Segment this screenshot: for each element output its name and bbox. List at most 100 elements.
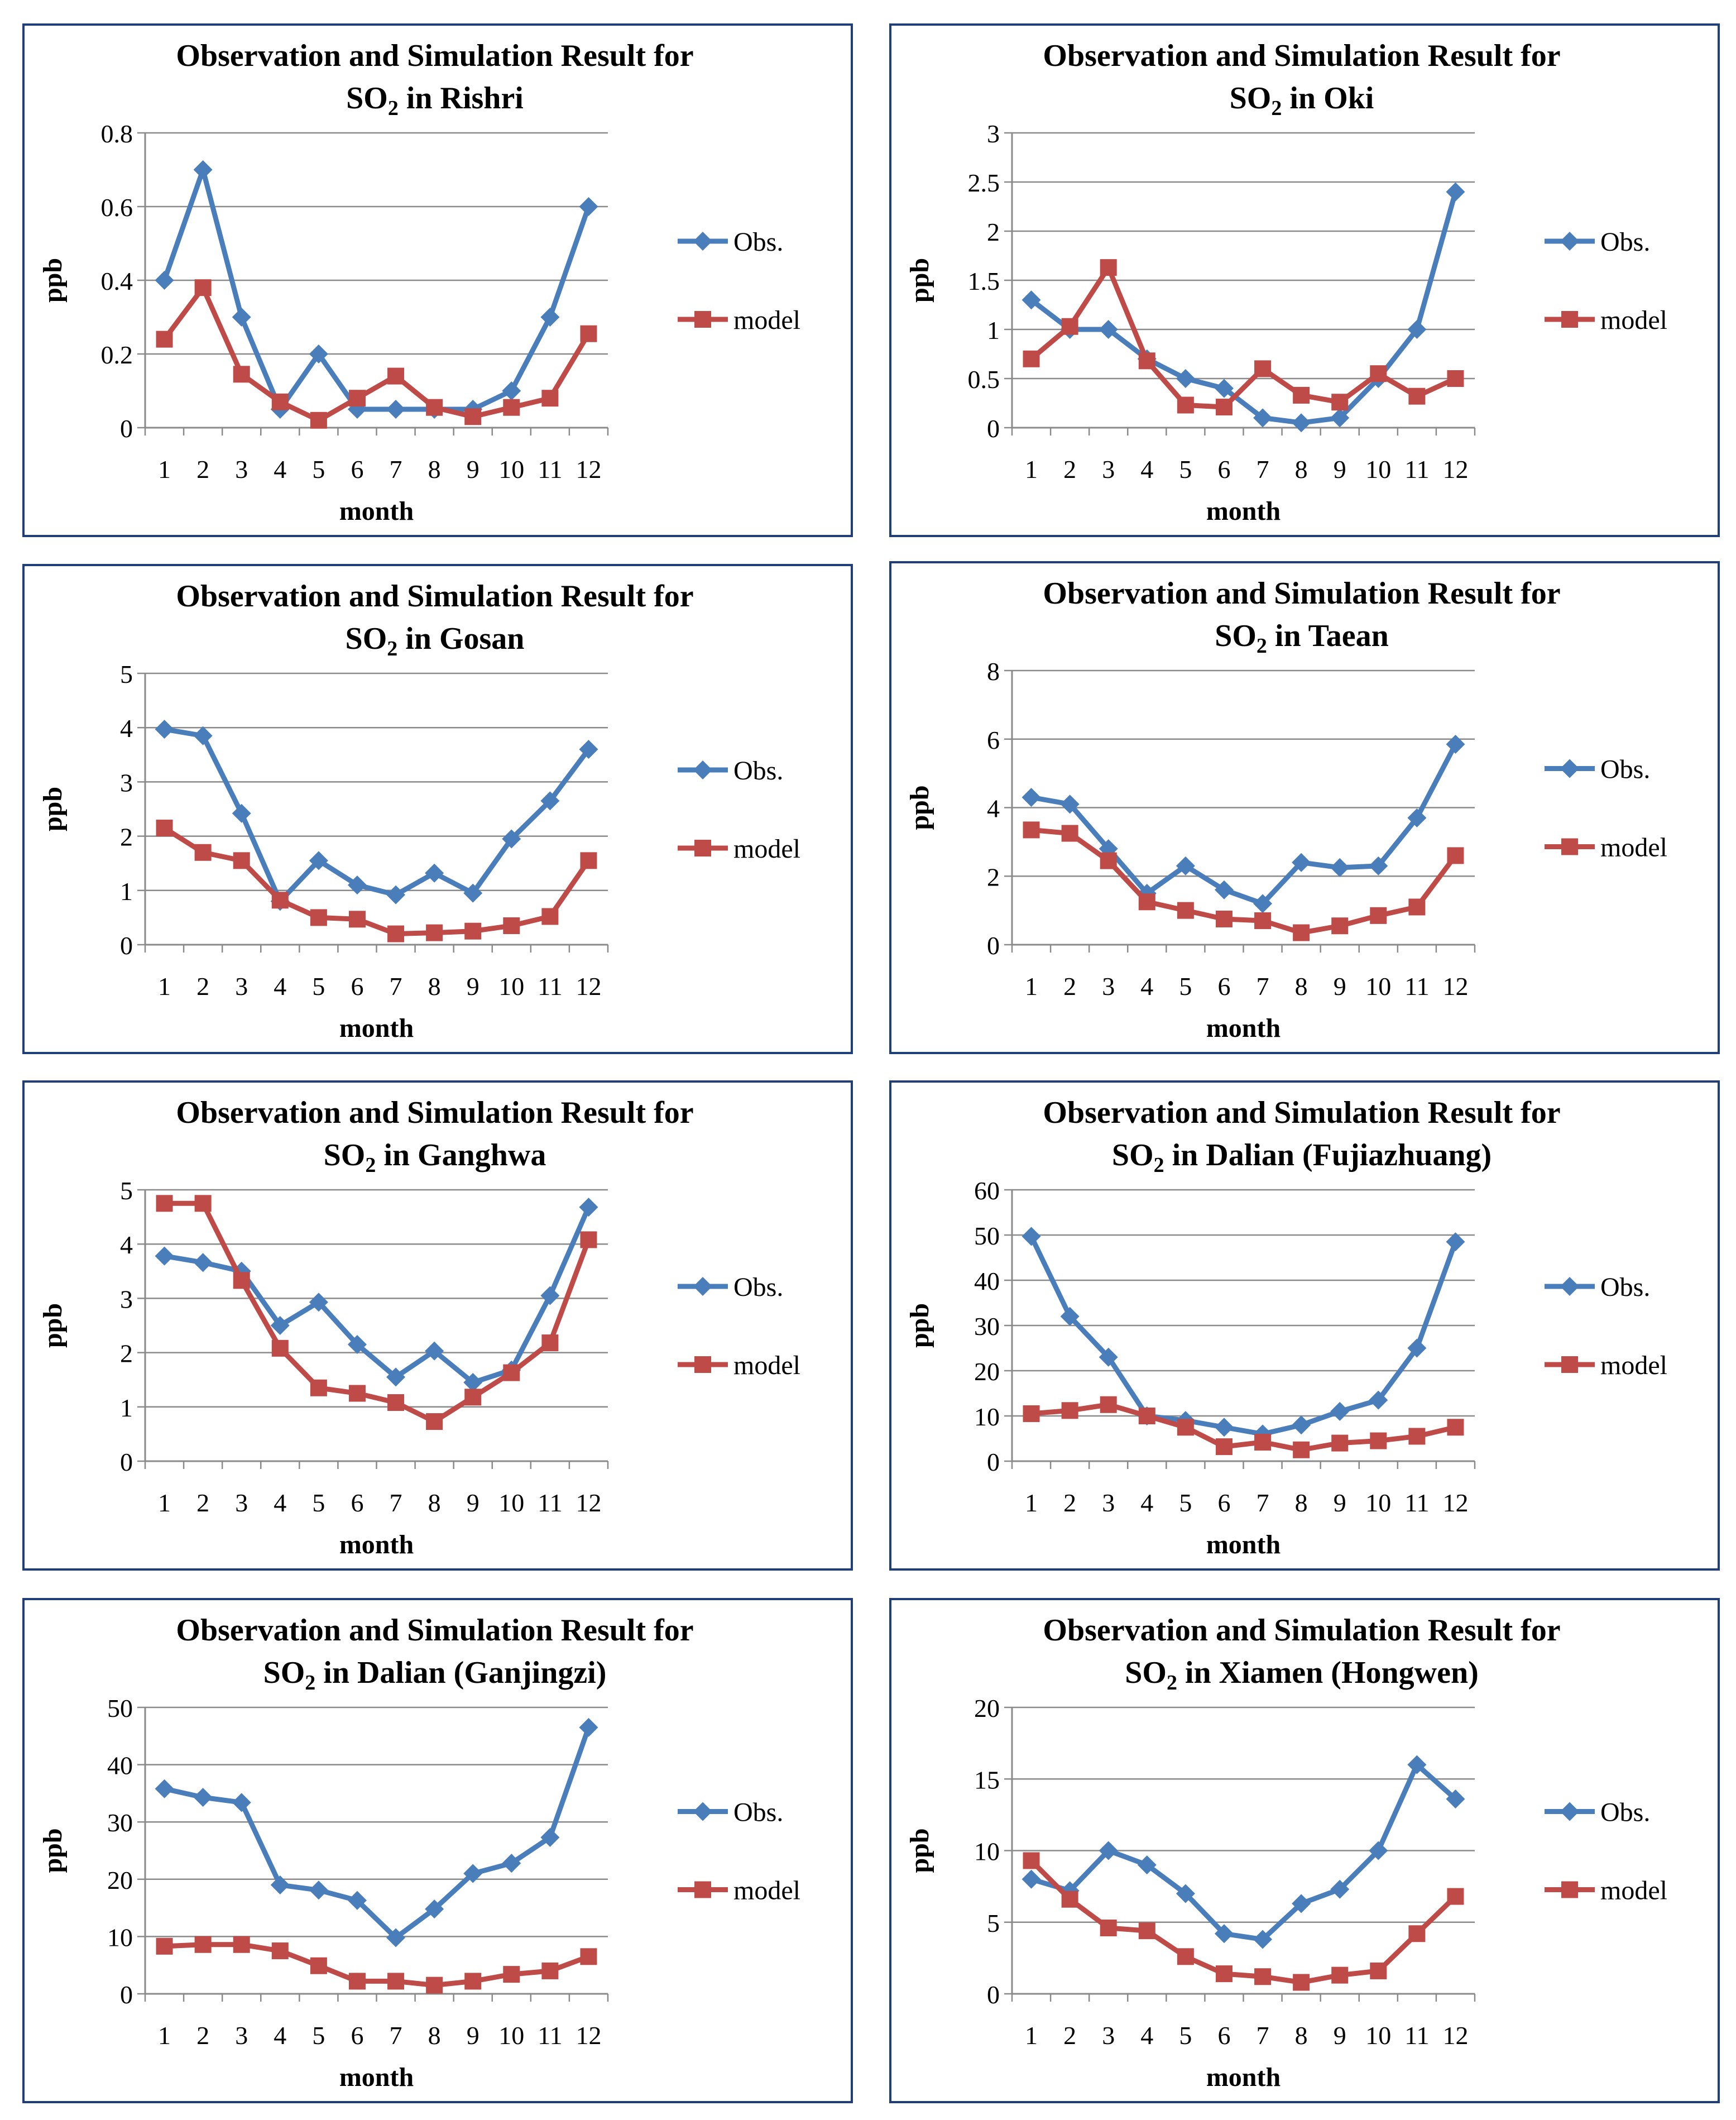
obs-point: [155, 1779, 174, 1798]
x-tick-label: 9: [467, 2021, 479, 2050]
y-tick-label: 10: [107, 1923, 133, 1951]
obs-point: [463, 1373, 483, 1392]
x-tick-label: 1: [158, 2021, 171, 2050]
obs-point: [1292, 853, 1311, 872]
y-tick-label: 15: [974, 1765, 1000, 1794]
y-tick-label: 0: [987, 1980, 1000, 2009]
y-tick-label: 30: [107, 1808, 133, 1837]
chart-title-line2: SO2 in Xiamen (Hongwen): [1125, 1655, 1479, 1695]
title-subscript: 2: [1167, 1671, 1177, 1695]
x-tick-label: 4: [274, 972, 286, 1001]
chart-svg: Observation and Simulation Result forSO2…: [905, 39, 1667, 526]
y-tick-label: 3: [120, 768, 133, 797]
model-point: [194, 1936, 212, 1953]
x-tick-label: 9: [1334, 455, 1346, 484]
model-point: [1215, 399, 1233, 416]
model-point: [1447, 1888, 1464, 1905]
obs-point: [1369, 1841, 1388, 1860]
obs-point: [347, 875, 367, 895]
x-tick-label: 7: [1257, 455, 1269, 484]
chart-title-line1: Observation and Simulation Result for: [176, 579, 693, 614]
legend-obs-marker: [1560, 1277, 1579, 1296]
x-tick-label: 2: [196, 455, 209, 484]
title-subscript: 2: [1271, 97, 1282, 120]
x-tick-label: 9: [1334, 972, 1346, 1001]
chart-svg: Observation and Simulation Result forSO2…: [905, 1095, 1667, 1559]
y-tick-label: 0.2: [101, 341, 133, 369]
model-point: [233, 1272, 250, 1289]
legend-label-obs: Obs.: [1600, 227, 1650, 257]
obs-point: [1022, 788, 1041, 807]
x-tick-label: 10: [1365, 972, 1391, 1001]
model-point: [387, 1394, 405, 1411]
chart-title-line1: Observation and Simulation Result for: [1043, 39, 1560, 73]
y-axis-label: ppb: [38, 1303, 68, 1348]
model-point: [1254, 912, 1272, 930]
x-tick-label: 11: [538, 972, 562, 1001]
obs-point: [1330, 408, 1350, 428]
chart-panel-3: Observation and Simulation Result for SO2…: [22, 564, 853, 1054]
y-tick-label: 50: [974, 1222, 1000, 1250]
y-tick-label: 1.5: [968, 267, 1000, 295]
chart-title-line2: SO2 in Gosan: [346, 621, 525, 661]
y-tick-label: 3: [120, 1285, 133, 1313]
x-tick-label: 10: [498, 455, 524, 484]
y-tick-label: 4: [120, 1231, 133, 1259]
legend-label-obs: Obs.: [733, 1272, 783, 1302]
title-location: in Taean: [1267, 619, 1389, 653]
chart-title-line2: SO2 in Dalian (Fujiazhuang): [1112, 1138, 1492, 1177]
legend-model-marker: [1561, 311, 1578, 328]
model-point: [541, 908, 559, 925]
y-tick-label: 0.4: [101, 267, 133, 295]
x-tick-label: 8: [428, 2021, 441, 2050]
model-point: [1370, 1962, 1387, 1979]
x-tick-label: 7: [390, 455, 402, 484]
chart-panel-8: Observation and Simulation Result for SO2…: [889, 1598, 1720, 2103]
obs-point: [1060, 1881, 1080, 1901]
obs-point: [1214, 1418, 1234, 1437]
title-chemical: SO: [1112, 1138, 1154, 1173]
obs-point: [502, 1854, 521, 1873]
legend-label-obs: Obs.: [733, 227, 783, 257]
obs-point: [425, 1341, 444, 1361]
series-line-model: [1029, 1859, 1457, 1985]
x-axis-label: month: [1206, 1530, 1281, 1559]
legend-label-obs: Obs.: [1600, 755, 1650, 784]
x-tick-label: 11: [1404, 455, 1429, 484]
legend-label-obs: Obs.: [1600, 1798, 1650, 1827]
model-point: [156, 820, 173, 837]
obs-point: [155, 720, 174, 739]
y-tick-label: 3: [987, 119, 1000, 148]
obs-point: [1369, 856, 1388, 875]
model-point: [1138, 1922, 1155, 1940]
obs-point: [193, 1788, 213, 1807]
y-tick-label: 2: [120, 1339, 133, 1368]
model-point: [1408, 387, 1426, 405]
model-point: [1215, 910, 1233, 927]
title-chemical: SO: [263, 1655, 305, 1690]
obs-point: [1022, 1227, 1041, 1246]
model-point: [271, 393, 289, 410]
x-tick-label: 9: [467, 455, 479, 484]
obs-point: [1099, 1841, 1118, 1860]
x-tick-label: 6: [1217, 2021, 1230, 2050]
model-point: [1215, 1438, 1233, 1456]
x-tick-label: 11: [538, 455, 562, 484]
obs-point: [1214, 379, 1234, 398]
legend-obs-marker: [1560, 1802, 1579, 1821]
obs-point: [1099, 1347, 1118, 1367]
x-tick-label: 8: [428, 1489, 441, 1517]
chart-title-line1: Observation and Simulation Result for: [176, 1613, 693, 1648]
title-location: in Oki: [1282, 81, 1374, 116]
model-point: [1331, 1966, 1349, 1984]
title-location: in Dalian (Ganjingzi): [315, 1655, 606, 1690]
model-point: [387, 925, 405, 942]
legend-obs-marker: [693, 232, 712, 251]
model-point: [1293, 1974, 1310, 1991]
model-point: [271, 1942, 289, 1960]
x-tick-label: 1: [158, 455, 171, 484]
title-subscript: 2: [1154, 1154, 1164, 1177]
model-point: [233, 366, 250, 383]
x-tick-label: 6: [1217, 1489, 1230, 1517]
x-tick-label: 3: [1102, 972, 1115, 1001]
